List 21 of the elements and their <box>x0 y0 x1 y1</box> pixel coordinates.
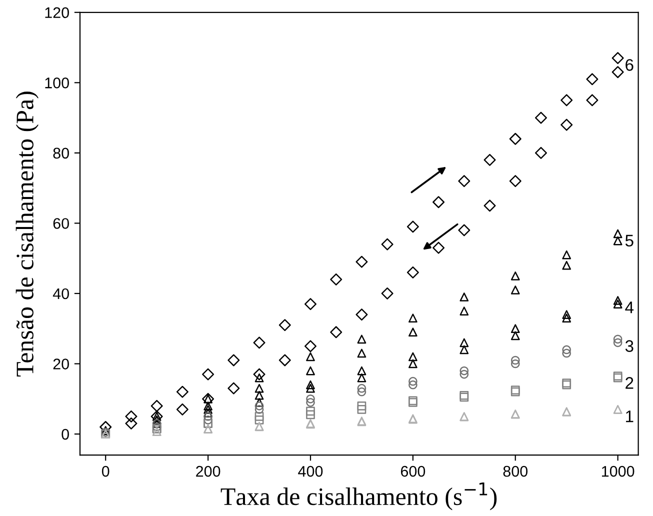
x-tick-label: 200 <box>196 466 220 477</box>
y-tick-label: 40 <box>52 288 69 300</box>
y-tick-label: 120 <box>45 7 69 18</box>
y-axis-title: Tensão de cisalhamento (Pa) <box>16 92 39 376</box>
series-label: 6 <box>626 59 634 71</box>
x-tick-label: 0 <box>102 466 110 477</box>
series-label: 2 <box>626 377 634 389</box>
y-tick-label: 20 <box>53 358 69 370</box>
series-label: 4 <box>625 302 634 314</box>
x-tick-label: 600 <box>400 466 426 477</box>
series-label: 1 <box>626 410 634 422</box>
y-tick-label: 0 <box>62 428 69 440</box>
x-tick-label: 1000 <box>602 466 634 477</box>
y-tick-label: 60 <box>53 218 69 229</box>
series-label: 5 <box>625 234 634 247</box>
x-tick-label: 800 <box>503 466 528 477</box>
y-tick-label: 80 <box>53 148 69 159</box>
y-tick-label: 100 <box>45 78 69 88</box>
series-label: 3 <box>625 340 634 352</box>
x-axis-title: Taxa de cisalhamento (s$^{−1}$) <box>220 482 497 510</box>
x-tick-label: 400 <box>298 466 323 477</box>
